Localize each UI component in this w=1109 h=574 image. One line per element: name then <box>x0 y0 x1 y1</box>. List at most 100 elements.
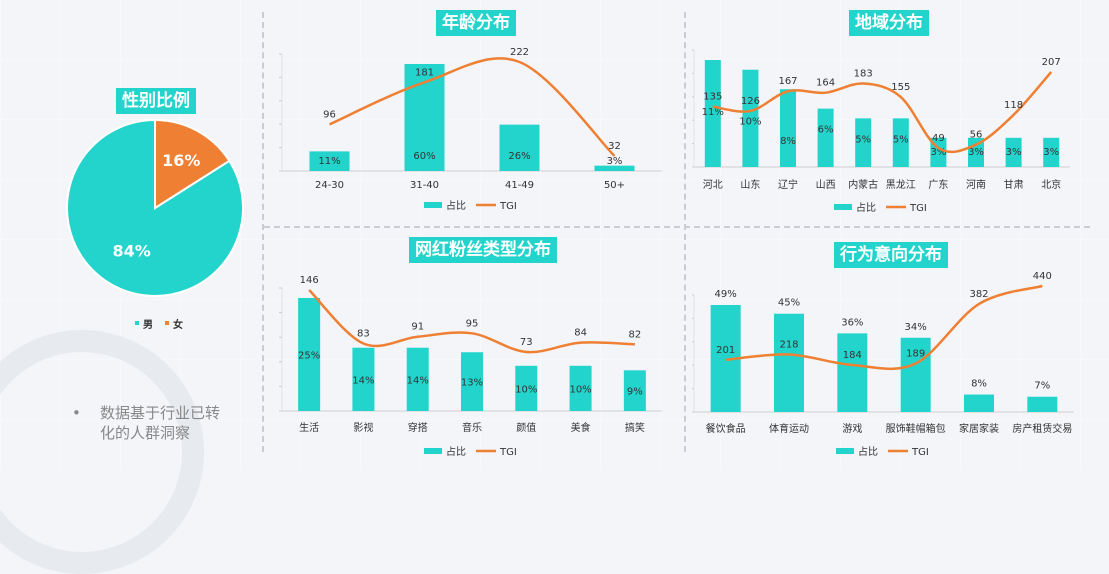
bar-1 <box>774 313 804 412</box>
x-tick-label-1: 体育运动 <box>769 422 809 435</box>
tgi-label-8: 118 <box>1004 100 1023 111</box>
legend-tgi-label: TGI <box>499 201 517 212</box>
tgi-label-3: 95 <box>466 318 479 329</box>
x-tick-label-3: 音乐 <box>462 421 482 434</box>
gender-pie-panel: 84% 16% 男 女 <box>55 118 255 343</box>
bar-2 <box>780 89 796 167</box>
x-tick-label-3: 服饰鞋帽箱包 <box>886 422 946 435</box>
legend-tgi-label: TGI <box>499 447 517 458</box>
tgi-label-0: 201 <box>716 345 735 356</box>
x-tick-label-5: 房产租赁交易 <box>1012 422 1072 435</box>
intent-chart: 49% 餐饮食品 45% 体育运动 36% 游戏 34% 服饰鞋帽箱包 8% 家居家装 7% 房产租赁… <box>691 271 1074 458</box>
pie-slice-1 <box>154 118 231 210</box>
x-tick-label-4: 家居家装 <box>959 422 999 435</box>
tgi-line <box>328 57 616 157</box>
tgi-label-7: 56 <box>970 130 983 141</box>
tgi-label-5: 440 <box>1033 271 1052 282</box>
x-tick-label-0: 餐饮食品 <box>706 422 746 435</box>
tgi-label-4: 382 <box>969 289 988 300</box>
tgi-label-4: 183 <box>854 69 873 80</box>
bar-label-5: 10% <box>569 384 591 395</box>
bar-label-0: 49% <box>715 289 737 300</box>
tgi-line <box>712 71 1053 154</box>
x-tick-label-0: 河北 <box>703 179 723 191</box>
bar-3 <box>461 352 483 411</box>
bar-label-2: 8% <box>780 136 796 147</box>
bar-2 <box>406 347 429 411</box>
x-tick-label-5: 黑龙江 <box>886 178 916 191</box>
x-tick-label-2: 41-49 <box>505 180 534 191</box>
bar-5 <box>1027 396 1058 412</box>
legend-female-label: 女 <box>173 318 183 331</box>
bar-label-2: 26% <box>508 151 530 162</box>
divider-horizontal <box>264 226 1090 228</box>
bar-label-4: 5% <box>855 134 871 145</box>
tgi-label-0: 135 <box>703 92 722 103</box>
note-bullet: • <box>72 404 81 422</box>
intent-title: 行为意向分布 <box>834 242 948 268</box>
legend-share-label: 占比 <box>856 201 876 214</box>
age-title: 年龄分布 <box>436 10 516 36</box>
x-tick-label-7: 河南 <box>966 178 986 191</box>
pie-value-label-0: 84% <box>113 241 151 260</box>
age-chart: 11% 24-30 60% 31-40 26% 41-49 3% 50+ 96 181 222 32 占… <box>279 47 662 212</box>
legend-share-label: 占比 <box>858 445 878 458</box>
legend-share-label: 占比 <box>446 199 466 212</box>
gender-title: 性别比例 <box>116 88 196 114</box>
bar-label-3: 13% <box>461 378 483 389</box>
tgi-label-1: 181 <box>415 67 434 78</box>
legend-tgi-label: TGI <box>911 447 929 458</box>
bar-label-6: 3% <box>930 147 946 158</box>
legend-share-swatch <box>834 204 852 210</box>
x-tick-label-9: 北京 <box>1041 178 1061 191</box>
bar-label-1: 60% <box>413 151 435 162</box>
tgi-label-1: 126 <box>741 96 760 107</box>
legend-male-label: 男 <box>143 319 153 331</box>
tgi-label-0: 146 <box>300 275 319 286</box>
x-tick-label-1: 31-40 <box>410 180 439 191</box>
bar-3 <box>817 108 834 167</box>
tgi-label-5: 84 <box>574 328 587 339</box>
x-tick-label-1: 山东 <box>740 178 760 191</box>
bar-2 <box>499 124 540 171</box>
bar-0 <box>298 298 321 411</box>
bar-3 <box>594 165 635 171</box>
divider-middle <box>684 12 686 452</box>
bar-4 <box>964 394 994 412</box>
bar-0 <box>309 151 350 171</box>
bar-9 <box>1043 137 1060 167</box>
bar-label-4: 8% <box>971 379 987 390</box>
tgi-label-4: 73 <box>520 337 533 348</box>
bar-1 <box>742 69 759 167</box>
tgi-label-0: 96 <box>323 109 336 120</box>
bar-label-0: 11% <box>702 107 724 118</box>
bar-label-2: 14% <box>407 375 429 386</box>
bar-label-0: 25% <box>298 351 320 362</box>
fans-title: 网红粉丝类型分布 <box>409 237 557 263</box>
tgi-label-1: 218 <box>779 340 798 351</box>
bar-label-0: 11% <box>318 156 340 167</box>
bar-label-3: 34% <box>905 322 927 333</box>
gender-pie-chart: 84% 16% 男 女 <box>66 118 244 331</box>
age-chart-panel: 11% 24-30 60% 31-40 26% 41-49 3% 50+ 96 181 222 32 占… <box>270 40 670 220</box>
bar-label-6: 9% <box>627 387 643 398</box>
bar-label-5: 7% <box>1034 381 1050 392</box>
bar-4 <box>515 365 538 411</box>
bar-label-7: 3% <box>968 147 984 158</box>
tgi-line <box>725 284 1043 371</box>
x-tick-label-2: 游戏 <box>842 422 862 435</box>
x-tick-label-6: 搞笑 <box>625 421 645 434</box>
x-tick-label-8: 甘肃 <box>1004 178 1024 191</box>
bar-label-2: 36% <box>841 317 863 328</box>
tgi-label-3: 189 <box>906 348 925 359</box>
region-chart: 11% 河北 10% 山东 8% 辽宁 6% 山西 5% 内蒙古 5% 黑龙江 3% 广东 3% 河南 3% 甘肃… <box>691 49 1070 214</box>
x-tick-label-4: 颜值 <box>516 421 536 434</box>
tgi-label-2: 184 <box>843 350 862 361</box>
tgi-label-1: 83 <box>357 329 370 340</box>
x-tick-label-3: 山西 <box>816 179 836 191</box>
bar-label-9: 3% <box>1043 147 1059 158</box>
x-tick-label-2: 辽宁 <box>778 178 798 191</box>
bar-5 <box>892 118 909 167</box>
bar-label-1: 14% <box>352 375 374 386</box>
pie-value-label-1: 16% <box>162 151 200 170</box>
